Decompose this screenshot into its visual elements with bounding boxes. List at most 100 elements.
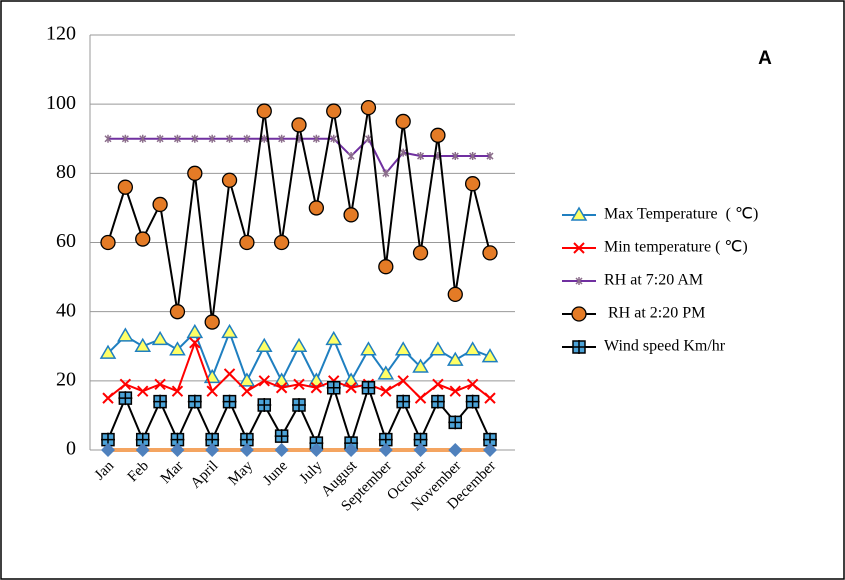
point: [206, 385, 218, 397]
point: [345, 382, 357, 394]
y-tick-label: 80: [56, 161, 76, 183]
point: [139, 134, 147, 143]
point: [310, 382, 323, 394]
point: [325, 330, 343, 346]
point: [469, 152, 477, 161]
point: [273, 234, 290, 251]
point: [482, 245, 498, 261]
point: [117, 327, 134, 342]
point: [208, 134, 216, 143]
point: [173, 134, 181, 143]
point: [171, 385, 184, 397]
point: [222, 394, 237, 409]
point: [169, 304, 186, 320]
point: [154, 378, 166, 390]
legend-label: Wind speed Km/hr: [604, 338, 726, 355]
point: [117, 179, 134, 195]
point: [293, 378, 305, 390]
point: [449, 385, 461, 397]
point: [413, 443, 428, 457]
point: [221, 323, 238, 339]
point: [430, 127, 446, 143]
legend-marker: [570, 206, 588, 221]
point: [326, 103, 342, 119]
point: [326, 380, 341, 395]
point: [395, 113, 411, 130]
point: [278, 134, 286, 143]
legend-label: Max Temperature ( ℃): [604, 206, 758, 223]
point: [378, 259, 394, 275]
point: [186, 323, 204, 339]
point: [187, 394, 202, 409]
point: [256, 103, 272, 119]
point: [412, 358, 429, 373]
point: [344, 443, 359, 457]
point: [378, 432, 393, 447]
legend-label: RH at 7:20 AM: [604, 272, 703, 289]
point: [380, 385, 392, 397]
point: [364, 134, 372, 143]
point: [378, 443, 393, 457]
point: [191, 134, 199, 143]
y-tick-label: 40: [56, 299, 76, 321]
point: [361, 380, 376, 395]
point: [204, 314, 220, 330]
point: [152, 196, 168, 213]
point: [308, 200, 325, 216]
point: [239, 234, 255, 251]
legend-marker: [571, 306, 587, 322]
point: [119, 378, 132, 390]
point: [484, 392, 496, 404]
point: [414, 392, 427, 404]
point: [360, 341, 377, 356]
point: [347, 152, 355, 161]
legend-label: Min temperature ( ℃): [604, 239, 748, 256]
point: [121, 134, 129, 143]
point: [101, 443, 115, 457]
point: [221, 172, 238, 188]
point: [238, 372, 256, 387]
point: [260, 134, 268, 143]
point: [464, 341, 481, 356]
point: [156, 134, 164, 143]
point: [417, 152, 425, 161]
legend-marker: [575, 277, 583, 285]
point: [226, 134, 234, 143]
point: [151, 330, 169, 346]
point: [481, 348, 499, 363]
point: [396, 394, 411, 409]
point: [466, 378, 479, 390]
point: [137, 385, 149, 397]
point: [308, 372, 325, 387]
point: [118, 391, 133, 406]
point: [309, 443, 324, 457]
point: [153, 394, 168, 409]
point: [102, 392, 114, 404]
point: [189, 337, 201, 349]
legend-marker: [573, 242, 585, 254]
annotation: A: [758, 48, 772, 69]
point: [360, 99, 377, 116]
point: [343, 207, 359, 223]
y-tick-label: 120: [46, 23, 76, 45]
y-tick-label: 100: [46, 92, 76, 114]
point: [274, 443, 289, 457]
point: [399, 148, 407, 157]
point: [104, 134, 112, 143]
point: [169, 341, 186, 356]
point: [486, 152, 494, 161]
point: [100, 234, 116, 251]
point: [312, 134, 320, 143]
point: [241, 385, 253, 397]
point: [412, 245, 429, 261]
point: [429, 341, 447, 356]
point: [273, 372, 290, 387]
point: [382, 169, 390, 178]
point: [135, 231, 151, 247]
point: [255, 337, 273, 352]
point: [223, 368, 236, 380]
legend-label: RH at 2:20 PM: [604, 305, 705, 322]
point: [430, 394, 445, 409]
